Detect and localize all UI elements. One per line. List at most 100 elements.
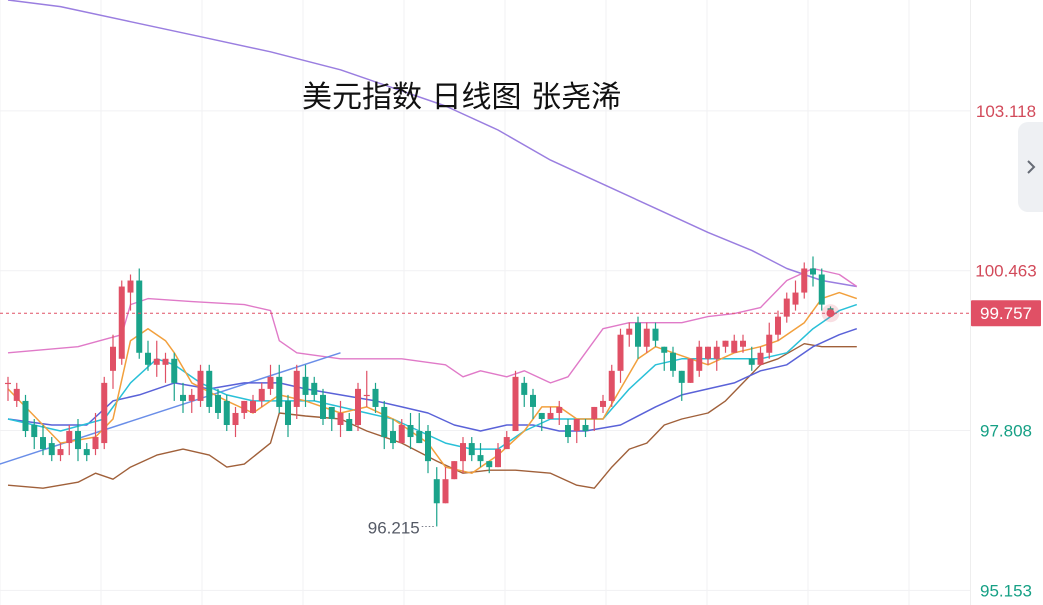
candle [617,328,624,383]
candle [538,412,545,432]
candle-body [433,479,440,504]
candle-body [337,412,344,426]
ma20-line [7,327,858,432]
candle [162,352,169,383]
candle-body [223,400,230,426]
candle-body [547,412,554,419]
candle-body [608,370,615,401]
candle [337,400,344,438]
candle-body [731,340,738,353]
candle [83,443,90,462]
candle-body [556,406,563,413]
candle-body [118,286,125,359]
candle [678,370,685,401]
candle [503,431,510,450]
candle-body [600,400,606,407]
candle [398,418,405,444]
candle [635,316,641,359]
candle-body [83,449,90,456]
candle [486,461,493,474]
candle [512,370,519,432]
candle [783,292,790,323]
y-tick-label: 97.808 [980,422,1032,441]
indicator-lines [0,0,858,489]
candle-body [355,388,361,426]
y-tick-label: 95.153 [980,581,1032,600]
candle-body [250,400,256,413]
candle-body [460,443,466,462]
candle-body [757,352,764,365]
candle-body [678,370,685,383]
current-price-tag-bg [971,300,1041,327]
candle-body [477,455,484,462]
candle-body [75,431,81,450]
candle [232,406,239,438]
candle [818,268,825,311]
candle [731,334,738,353]
candle [442,467,449,504]
current-price-dot [826,309,835,318]
candle [591,406,598,432]
candle [407,412,414,450]
candle [22,394,29,438]
candle [425,425,431,474]
candle [180,382,186,413]
candle-body [783,298,790,317]
candle-body [425,431,431,462]
candle [241,400,248,419]
candle [31,418,38,450]
candles [5,256,834,527]
candle [582,418,589,438]
candle [460,437,466,474]
candle-body [153,358,160,365]
candle [608,364,615,407]
candle-body [748,358,755,365]
candle [110,334,116,389]
candle [311,376,318,401]
candle [748,346,755,371]
candle-body [232,412,239,426]
candle-body [66,431,73,444]
candle-body [267,376,274,389]
candle-body [13,388,20,401]
candle-body [171,358,178,383]
candle [48,437,55,462]
y-axis: 103.118 100.463 97.808 95.153 99.757 [971,102,1041,600]
candle-body [722,340,729,347]
candle-body [652,328,659,341]
candle [13,382,20,407]
candle [792,280,799,311]
expand-panel-button[interactable] [1018,122,1043,212]
candle [600,394,606,413]
candle-body [512,376,519,432]
candle-body [766,334,773,353]
candle-body [390,431,396,444]
candle-body [276,376,283,407]
candle [416,412,423,444]
lower-band-line [7,343,857,489]
candle-body [188,394,195,401]
candle [197,364,204,407]
candle [57,443,64,462]
candle [258,382,265,407]
current-price-tag: 99.757 [971,300,1041,327]
candle-body [635,322,641,347]
y-tick-label: 103.118 [976,102,1036,121]
candle-body [136,280,143,353]
candle [722,340,729,353]
candle [40,425,46,456]
candle-body [241,400,248,413]
chevron-right-icon [1026,160,1035,174]
candle [547,406,554,419]
candle-body [442,479,449,504]
y-tick-label: 100.463 [975,262,1036,281]
candle-body [810,268,816,275]
candle-body [381,406,388,438]
candle-body [197,370,204,401]
candle [66,425,73,456]
candle [433,467,440,527]
candle [285,394,291,438]
candle-body [687,358,694,383]
